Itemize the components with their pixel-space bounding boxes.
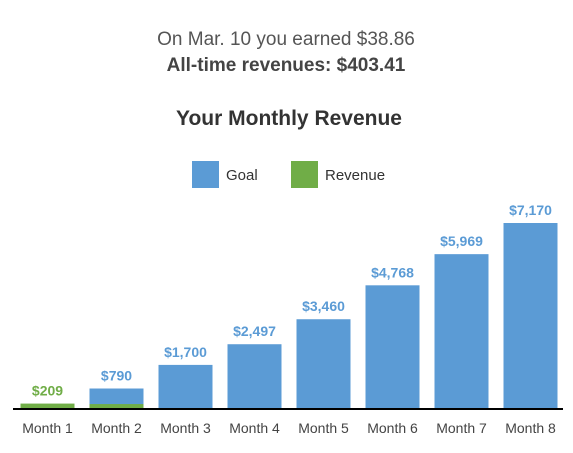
goal-data-label-8: $7,170 — [509, 202, 552, 218]
goal-data-label-6: $4,768 — [371, 264, 414, 280]
revenue-bar-1 — [20, 403, 75, 409]
goal-bar-8 — [503, 223, 558, 409]
goal-data-label-7: $5,969 — [440, 233, 483, 249]
goal-data-label-3: $1,700 — [164, 344, 207, 360]
goal-data-label-2: $790 — [101, 368, 132, 384]
bar-series — [20, 223, 558, 409]
goal-data-label-5: $3,460 — [302, 298, 345, 314]
goal-data-label-4: $2,497 — [233, 323, 276, 339]
x-tick-label-2: Month 2 — [91, 420, 142, 436]
revenue-data-label-1: $209 — [32, 383, 63, 399]
x-tick-label-4: Month 4 — [229, 420, 280, 436]
x-tick-label-1: Month 1 — [22, 420, 73, 436]
x-tick-label-6: Month 6 — [367, 420, 418, 436]
x-tick-label-5: Month 5 — [298, 420, 349, 436]
alltime-revenue-text: All-time revenues: $403.41 — [167, 55, 406, 76]
x-tick-label-3: Month 3 — [160, 420, 211, 436]
goal-bar-7 — [434, 254, 489, 409]
earned-today-text: On Mar. 10 you earned $38.86 — [157, 29, 415, 50]
goal-bar-2 — [89, 388, 144, 409]
x-axis-tick-labels: Month 1 Month 2 Month 3 Month 4 Month 5 Month… — [22, 420, 556, 436]
goal-bar-6 — [365, 285, 420, 409]
data-labels: $209 $790 $1,700 $2,497 $3,460 $4,768 $5,969 $7… — [32, 202, 552, 399]
chart-legend: Goal Revenue — [192, 161, 385, 188]
revenue-bar-2 — [89, 404, 144, 409]
goal-bar-4 — [227, 344, 282, 409]
legend-revenue-label: Revenue — [325, 167, 385, 184]
x-tick-label-7: Month 7 — [436, 420, 487, 436]
x-tick-label-8: Month 8 — [505, 420, 556, 436]
goal-bar-3 — [158, 364, 213, 409]
goal-bar-5 — [296, 319, 351, 409]
legend-revenue-swatch — [291, 161, 318, 188]
chart-title: Your Monthly Revenue — [176, 107, 402, 130]
legend-goal-label: Goal — [226, 167, 258, 184]
legend-goal-swatch — [192, 161, 219, 188]
